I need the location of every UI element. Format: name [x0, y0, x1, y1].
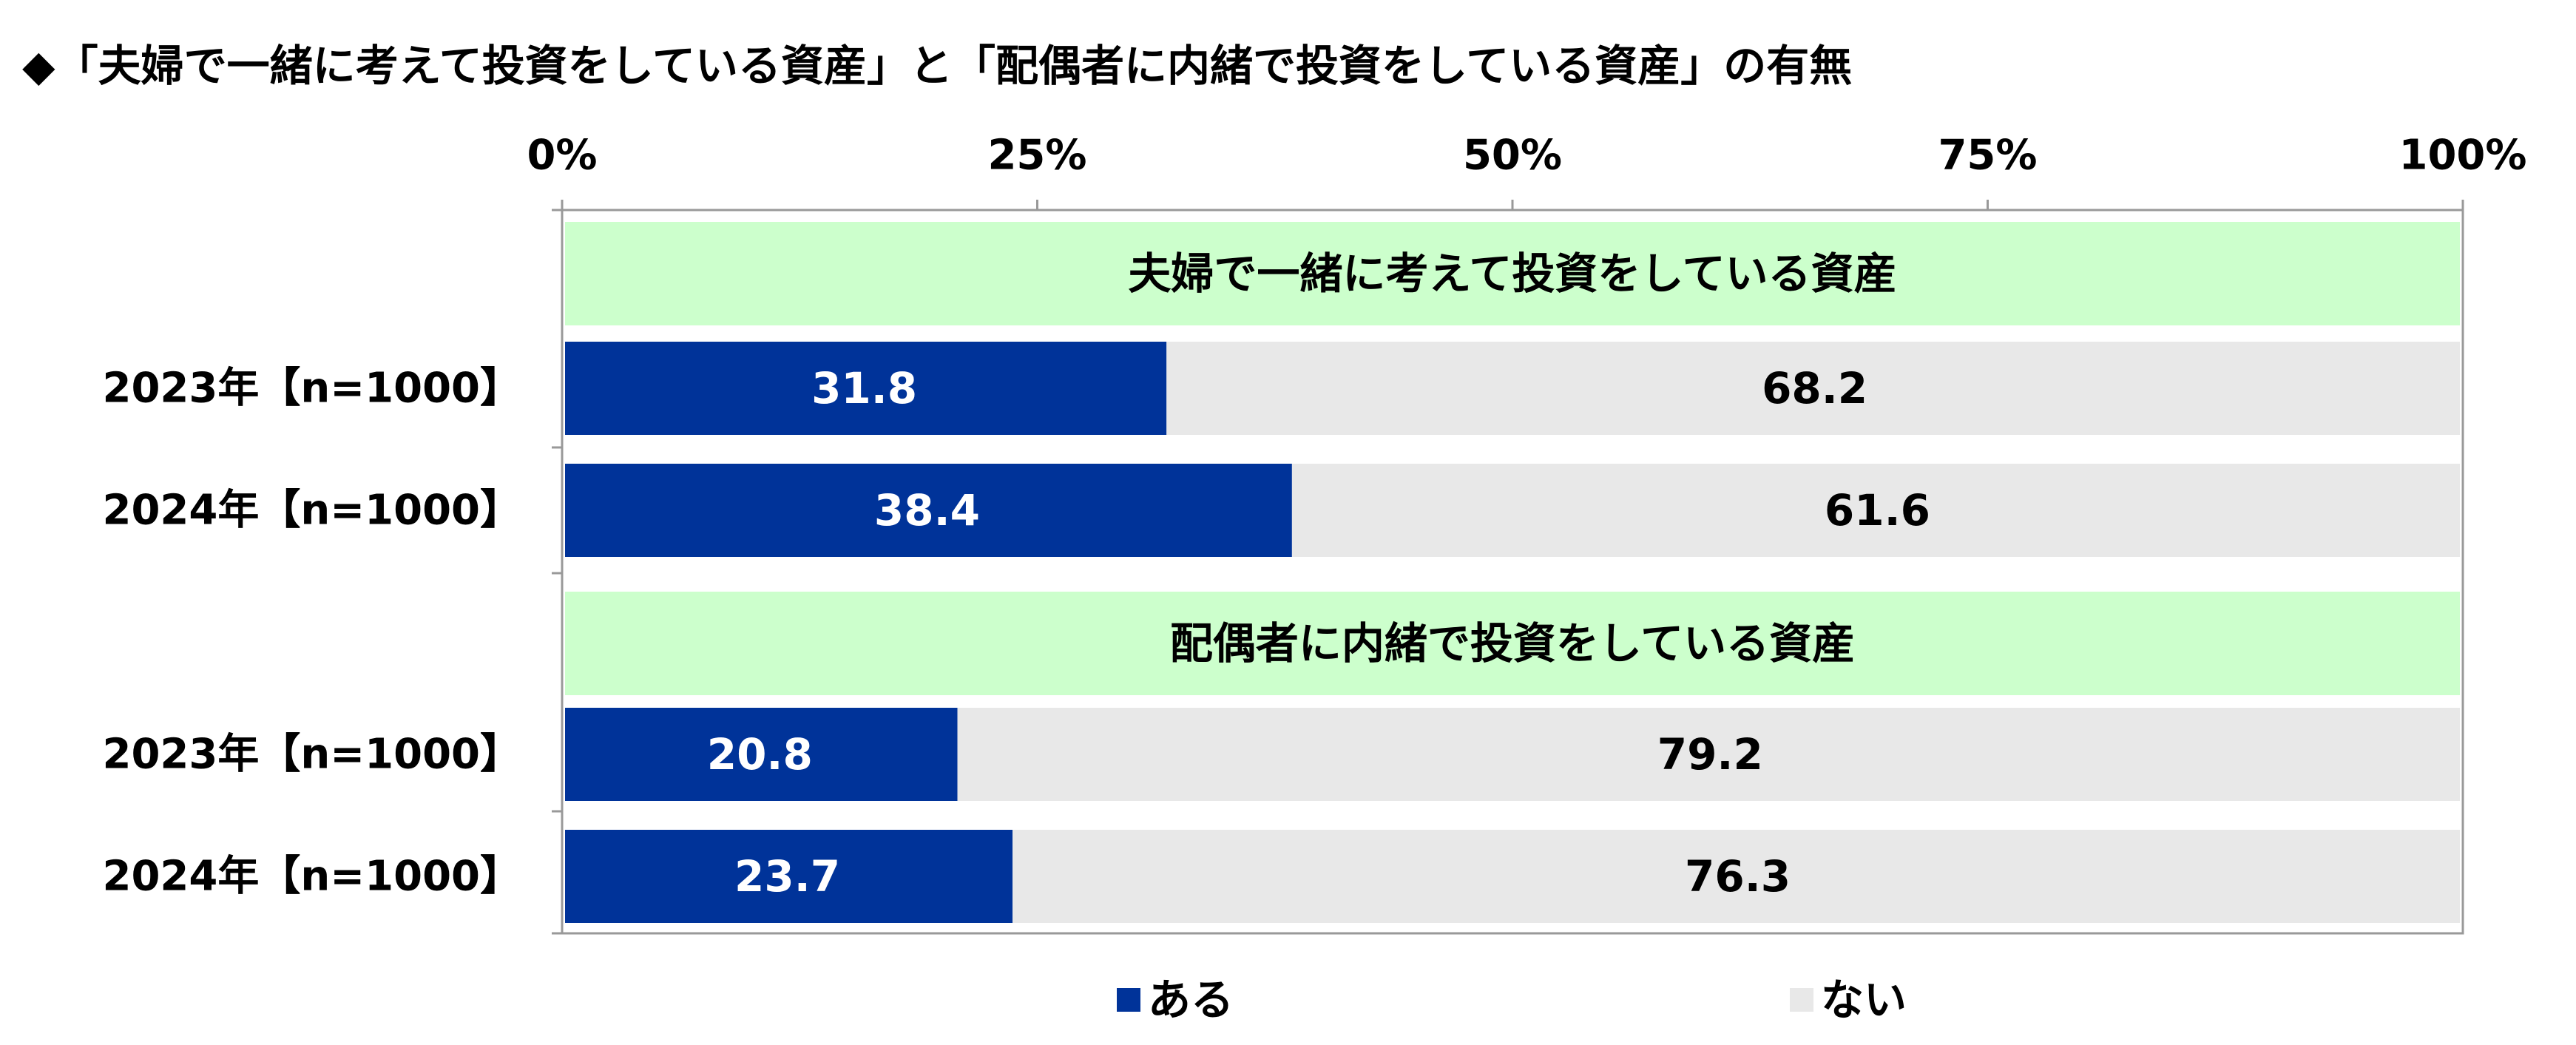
x-tick-label: 50%	[1463, 132, 1562, 180]
bar-aru	[565, 708, 958, 801]
bar-nai	[1291, 464, 2460, 557]
bar-nai	[1013, 830, 2460, 923]
bar-aru	[565, 342, 1167, 435]
legend-swatch	[1117, 988, 1140, 1012]
legend-swatch	[1790, 988, 1813, 1012]
data-label-nai: 61.6	[1825, 485, 1930, 535]
data-label-aru: 31.8	[811, 363, 917, 413]
row-label: 2024年【n=1000】	[102, 853, 521, 901]
x-tick-label: 0%	[527, 132, 597, 180]
row-label: 2023年【n=1000】	[102, 731, 521, 779]
bar-aru	[565, 830, 1013, 923]
legend-label: ある	[1148, 975, 1234, 1025]
row-label: 2024年【n=1000】	[102, 487, 521, 535]
data-label-nai: 76.3	[1685, 851, 1791, 902]
x-tick-label: 25%	[987, 132, 1086, 180]
group-label: 配偶者に内緒で投資をしている資産	[1170, 618, 1855, 669]
group-band	[565, 592, 2460, 695]
data-label-nai: 68.2	[1762, 363, 1867, 413]
data-label-aru: 20.8	[707, 729, 813, 779]
legend-label: ない	[1821, 975, 1907, 1025]
bar-nai	[1166, 342, 2460, 435]
data-label-nai: 79.2	[1657, 729, 1763, 779]
data-label-aru: 38.4	[874, 485, 980, 535]
bar-nai	[957, 708, 2460, 801]
row-label: 2023年【n=1000】	[102, 365, 521, 413]
bar-aru	[565, 464, 1292, 557]
chart-title: ◆「夫婦で一緒に考えて投資をしている資産」と「配偶者に内緒で投資をしている資産」…	[22, 41, 1853, 91]
data-label-aru: 23.7	[734, 851, 840, 902]
x-tick-label: 100%	[2398, 132, 2526, 180]
group-label: 夫婦で一緒に考えて投資をしている資産	[1128, 248, 1896, 299]
x-tick-label: 75%	[1938, 132, 2037, 180]
group-band	[565, 222, 2460, 325]
